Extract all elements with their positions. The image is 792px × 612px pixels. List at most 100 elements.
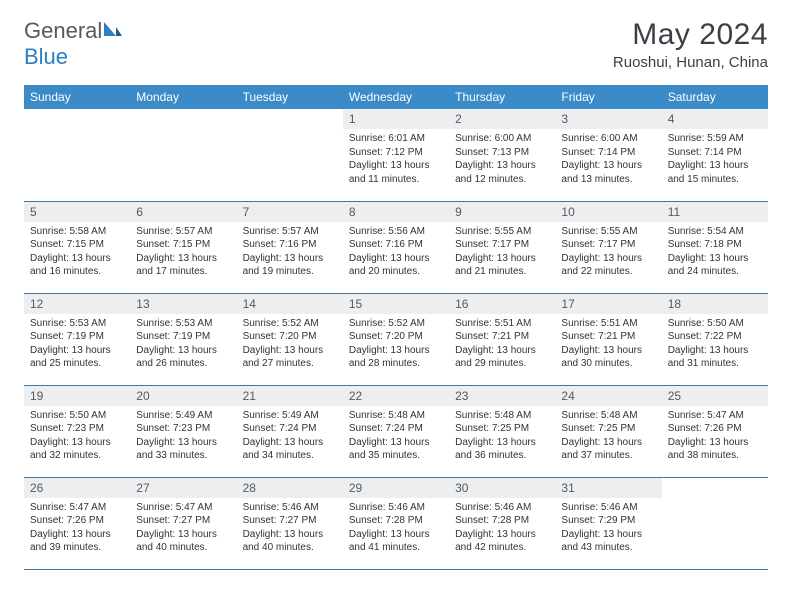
daylight-line1: Daylight: 13 hours	[668, 436, 762, 450]
day-number: 22	[343, 386, 449, 406]
day-number: 25	[662, 386, 768, 406]
sunset-text: Sunset: 7:14 PM	[668, 146, 762, 160]
sunset-text: Sunset: 7:15 PM	[30, 238, 124, 252]
calendar-day-cell: 10Sunrise: 5:55 AMSunset: 7:17 PMDayligh…	[555, 201, 661, 293]
day-details: Sunrise: 5:46 AMSunset: 7:27 PMDaylight:…	[237, 498, 343, 559]
sunrise-text: Sunrise: 5:48 AM	[561, 409, 655, 423]
daylight-line2: and 25 minutes.	[30, 357, 124, 371]
daylight-line1: Daylight: 13 hours	[136, 436, 230, 450]
calendar-day-cell: .	[130, 109, 236, 201]
daylight-line2: and 39 minutes.	[30, 541, 124, 555]
sunrise-text: Sunrise: 5:57 AM	[136, 225, 230, 239]
day-number: 2	[449, 109, 555, 129]
daylight-line2: and 16 minutes.	[30, 265, 124, 279]
sunrise-text: Sunrise: 5:46 AM	[349, 501, 443, 515]
sunrise-text: Sunrise: 5:57 AM	[243, 225, 337, 239]
sunrise-text: Sunrise: 5:55 AM	[561, 225, 655, 239]
sunset-text: Sunset: 7:22 PM	[668, 330, 762, 344]
daylight-line1: Daylight: 13 hours	[30, 436, 124, 450]
daylight-line1: Daylight: 13 hours	[243, 436, 337, 450]
daylight-line2: and 20 minutes.	[349, 265, 443, 279]
daylight-line2: and 13 minutes.	[561, 173, 655, 187]
calendar-day-cell: .	[237, 109, 343, 201]
day-number: 8	[343, 202, 449, 222]
calendar-day-cell: 25Sunrise: 5:47 AMSunset: 7:26 PMDayligh…	[662, 385, 768, 477]
daylight-line1: Daylight: 13 hours	[30, 528, 124, 542]
calendar-day-cell: 2Sunrise: 6:00 AMSunset: 7:13 PMDaylight…	[449, 109, 555, 201]
calendar-day-cell: 4Sunrise: 5:59 AMSunset: 7:14 PMDaylight…	[662, 109, 768, 201]
day-details: Sunrise: 5:57 AMSunset: 7:16 PMDaylight:…	[237, 222, 343, 283]
sunrise-text: Sunrise: 6:00 AM	[561, 132, 655, 146]
day-number: 14	[237, 294, 343, 314]
daylight-line2: and 12 minutes.	[455, 173, 549, 187]
sunrise-text: Sunrise: 5:54 AM	[668, 225, 762, 239]
day-number: 20	[130, 386, 236, 406]
day-details: Sunrise: 5:47 AMSunset: 7:26 PMDaylight:…	[662, 406, 768, 467]
day-details: Sunrise: 5:46 AMSunset: 7:29 PMDaylight:…	[555, 498, 661, 559]
sunset-text: Sunset: 7:25 PM	[561, 422, 655, 436]
sunrise-text: Sunrise: 5:48 AM	[349, 409, 443, 423]
calendar-day-cell: 3Sunrise: 6:00 AMSunset: 7:14 PMDaylight…	[555, 109, 661, 201]
header: GeneralBlue May 2024 Ruoshui, Hunan, Chi…	[24, 18, 768, 71]
sunset-text: Sunset: 7:17 PM	[561, 238, 655, 252]
day-number: 16	[449, 294, 555, 314]
calendar-day-cell: 26Sunrise: 5:47 AMSunset: 7:26 PMDayligh…	[24, 477, 130, 569]
daylight-line2: and 42 minutes.	[455, 541, 549, 555]
sunset-text: Sunset: 7:14 PM	[561, 146, 655, 160]
day-details: Sunrise: 5:46 AMSunset: 7:28 PMDaylight:…	[449, 498, 555, 559]
sunset-text: Sunset: 7:29 PM	[561, 514, 655, 528]
day-number: 17	[555, 294, 661, 314]
daylight-line2: and 11 minutes.	[349, 173, 443, 187]
calendar-day-cell: 6Sunrise: 5:57 AMSunset: 7:15 PMDaylight…	[130, 201, 236, 293]
day-number: 13	[130, 294, 236, 314]
day-number: 21	[237, 386, 343, 406]
daylight-line2: and 32 minutes.	[30, 449, 124, 463]
day-number: 7	[237, 202, 343, 222]
calendar-day-cell: 21Sunrise: 5:49 AMSunset: 7:24 PMDayligh…	[237, 385, 343, 477]
weekday-header: Wednesday	[343, 85, 449, 109]
daylight-line2: and 37 minutes.	[561, 449, 655, 463]
day-details: Sunrise: 5:47 AMSunset: 7:26 PMDaylight:…	[24, 498, 130, 559]
sunset-text: Sunset: 7:24 PM	[349, 422, 443, 436]
daylight-line2: and 40 minutes.	[243, 541, 337, 555]
sunrise-text: Sunrise: 5:46 AM	[561, 501, 655, 515]
day-number: 18	[662, 294, 768, 314]
day-number: 27	[130, 478, 236, 498]
calendar-day-cell: 12Sunrise: 5:53 AMSunset: 7:19 PMDayligh…	[24, 293, 130, 385]
sunrise-text: Sunrise: 5:56 AM	[349, 225, 443, 239]
sunrise-text: Sunrise: 5:49 AM	[243, 409, 337, 423]
daylight-line1: Daylight: 13 hours	[561, 252, 655, 266]
sunrise-text: Sunrise: 5:49 AM	[136, 409, 230, 423]
sunset-text: Sunset: 7:28 PM	[349, 514, 443, 528]
daylight-line1: Daylight: 13 hours	[668, 159, 762, 173]
calendar-week-row: 12Sunrise: 5:53 AMSunset: 7:19 PMDayligh…	[24, 293, 768, 385]
daylight-line1: Daylight: 13 hours	[455, 528, 549, 542]
calendar-day-cell: 14Sunrise: 5:52 AMSunset: 7:20 PMDayligh…	[237, 293, 343, 385]
day-number: 26	[24, 478, 130, 498]
daylight-line2: and 26 minutes.	[136, 357, 230, 371]
day-details: Sunrise: 5:49 AMSunset: 7:24 PMDaylight:…	[237, 406, 343, 467]
sunset-text: Sunset: 7:21 PM	[561, 330, 655, 344]
day-number: 30	[449, 478, 555, 498]
calendar-day-cell: 9Sunrise: 5:55 AMSunset: 7:17 PMDaylight…	[449, 201, 555, 293]
daylight-line2: and 29 minutes.	[455, 357, 549, 371]
sunset-text: Sunset: 7:25 PM	[455, 422, 549, 436]
daylight-line2: and 36 minutes.	[455, 449, 549, 463]
calendar-day-cell: 8Sunrise: 5:56 AMSunset: 7:16 PMDaylight…	[343, 201, 449, 293]
day-number: 12	[24, 294, 130, 314]
day-details: Sunrise: 6:00 AMSunset: 7:13 PMDaylight:…	[449, 129, 555, 190]
day-number: 5	[24, 202, 130, 222]
day-number: 28	[237, 478, 343, 498]
weekday-header: Friday	[555, 85, 661, 109]
sunset-text: Sunset: 7:21 PM	[455, 330, 549, 344]
daylight-line2: and 22 minutes.	[561, 265, 655, 279]
sunrise-text: Sunrise: 5:50 AM	[668, 317, 762, 331]
sunrise-text: Sunrise: 5:51 AM	[455, 317, 549, 331]
brand-text: GeneralBlue	[24, 18, 124, 70]
day-number: 24	[555, 386, 661, 406]
daylight-line2: and 33 minutes.	[136, 449, 230, 463]
sunrise-text: Sunrise: 5:59 AM	[668, 132, 762, 146]
day-details: Sunrise: 5:48 AMSunset: 7:25 PMDaylight:…	[449, 406, 555, 467]
calendar-day-cell: .	[24, 109, 130, 201]
sunset-text: Sunset: 7:12 PM	[349, 146, 443, 160]
